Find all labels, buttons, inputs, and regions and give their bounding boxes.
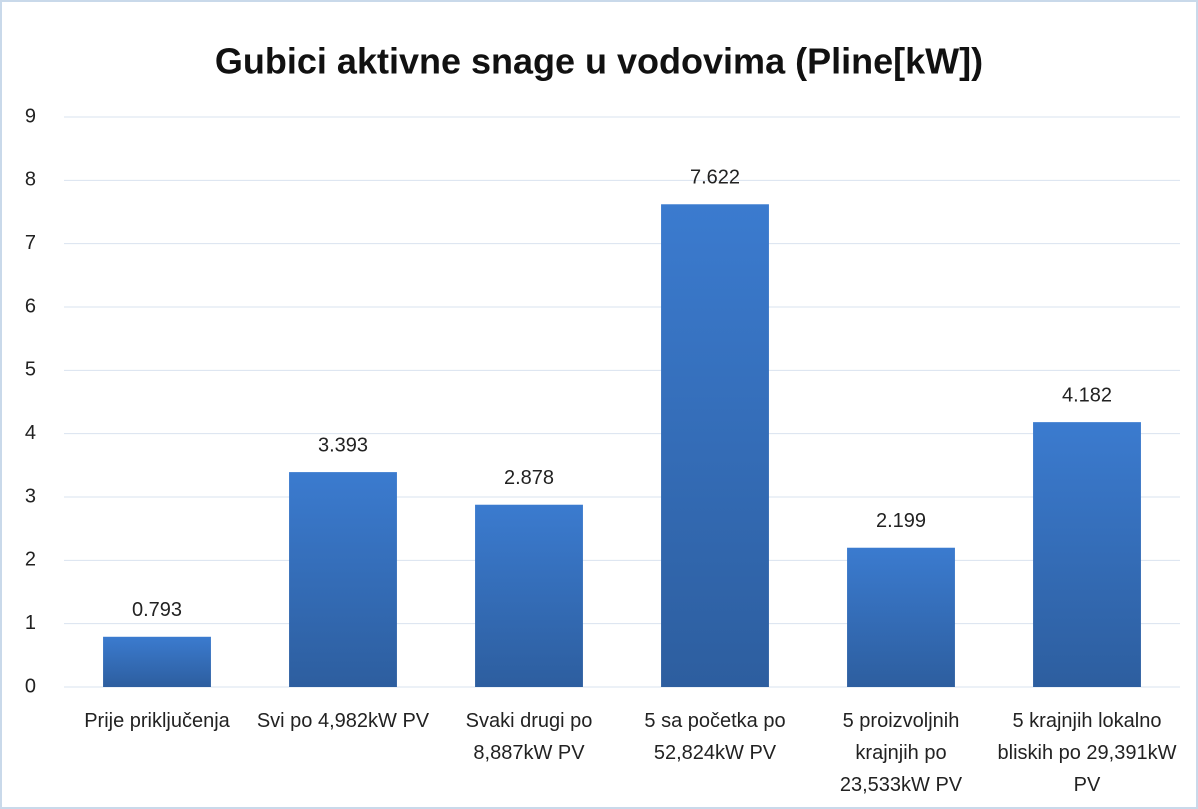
x-tick-label: Svi po 4,982kW PV bbox=[257, 710, 430, 732]
y-tick-label: 8 bbox=[25, 169, 36, 191]
x-tick-label: 5 sa početka po 52,824kW PV bbox=[644, 710, 785, 764]
y-tick-label: 0 bbox=[25, 675, 36, 697]
x-tick-label: Prije priključenja bbox=[84, 710, 230, 732]
data-label: 4.182 bbox=[1062, 384, 1112, 406]
chart-title: Gubici aktivne snage u vodovima (Pline[k… bbox=[215, 41, 983, 82]
data-label: 0.793 bbox=[132, 599, 182, 621]
y-tick-label: 5 bbox=[25, 359, 36, 381]
y-tick-label: 7 bbox=[25, 232, 36, 254]
bar bbox=[289, 472, 397, 687]
data-label: 3.393 bbox=[318, 434, 368, 456]
bar bbox=[661, 204, 769, 688]
y-tick-label: 1 bbox=[25, 612, 36, 634]
bar bbox=[847, 547, 955, 687]
y-tick-label: 2 bbox=[25, 549, 36, 571]
bar bbox=[475, 504, 583, 687]
x-tick-label: Svaki drugi po 8,887kW PV bbox=[466, 710, 593, 764]
data-label: 2.199 bbox=[876, 510, 926, 532]
y-tick-label: 3 bbox=[25, 485, 36, 507]
data-label: 2.878 bbox=[504, 467, 554, 489]
x-tick-label: 5 proizvoljnih krajnjih po 23,533kW PV bbox=[840, 710, 963, 796]
y-tick-label: 9 bbox=[25, 105, 36, 127]
data-label: 7.622 bbox=[690, 167, 740, 189]
bar bbox=[103, 636, 211, 687]
x-tick-label: 5 krajnjih lokalno bliskih po 29,391kW PV bbox=[998, 710, 1177, 796]
bar bbox=[1033, 422, 1141, 687]
y-tick-label: 4 bbox=[25, 422, 36, 444]
y-tick-label: 6 bbox=[25, 295, 36, 317]
